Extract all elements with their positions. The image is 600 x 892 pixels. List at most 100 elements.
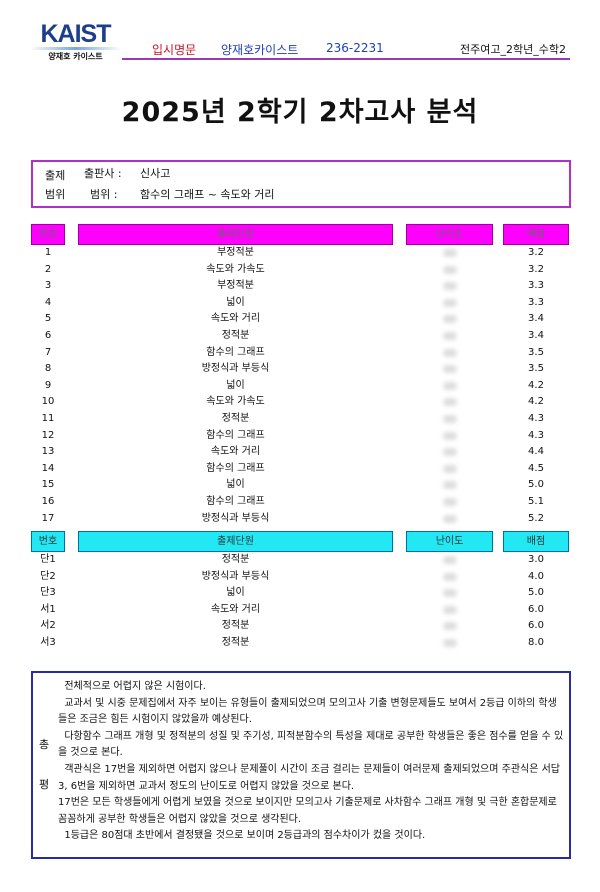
table-row: 서2 정적분 6.0: [31, 618, 569, 634]
points: 4.2: [528, 396, 544, 408]
difficulty-redacted: [406, 494, 493, 512]
table-header-cell: 출제단원: [78, 224, 393, 245]
difficulty-redacted: [406, 378, 493, 396]
difficulty-redacted: [406, 552, 493, 570]
table-row: 6 정적분 3.4: [31, 328, 569, 344]
points: 6.0: [528, 620, 544, 632]
doc-label: 전주여고_2학년_수학2: [460, 43, 566, 56]
unit-name: 함수의 그래프: [206, 462, 265, 474]
difficulty-redacted: [406, 635, 493, 653]
table-row: 단1 정적분 3.0: [31, 552, 569, 568]
unit-name: 부정적분: [217, 280, 254, 292]
range-label: 범위 :: [90, 188, 118, 201]
table-row: 2 속도와 가속도 3.2: [31, 262, 569, 278]
unit-name: 함수의 그래프: [206, 429, 265, 441]
question-number: 단3: [40, 587, 56, 599]
difficulty-redacted: [406, 345, 493, 363]
unit-name: 함수의 그래프: [206, 496, 265, 507]
question-number: 11: [41, 413, 55, 424]
points: 3.5: [528, 363, 544, 375]
blurred-mark: [442, 464, 457, 473]
table-row: 단2 방정식과 부등식 4.0: [31, 569, 569, 585]
points: 3.5: [528, 346, 544, 358]
table-row: 4 넓이 3.3: [31, 295, 569, 311]
points: 4.5: [528, 462, 544, 474]
points: 4.3: [528, 429, 544, 441]
points: 3.0: [528, 554, 544, 565]
points: 3.3: [528, 280, 544, 292]
question-number: 4: [44, 296, 52, 308]
exam-info-box: 출제 범위 출판사 : 신사고 범위 : 함수의 그래프 ~ 속도와 거리: [31, 160, 571, 208]
question-number: 12: [41, 429, 55, 441]
range-value: 함수의 그래프 ~ 속도와 거리: [140, 188, 275, 201]
unit-name: 정적분: [221, 413, 250, 424]
brand-slogan: 입시명문: [152, 43, 197, 57]
table-row: 8 방정식과 부등식 3.5: [31, 361, 569, 377]
blurred-mark: [442, 315, 457, 324]
question-number: 15: [41, 479, 55, 491]
table-row: 17 방정식과 부등식 5.2: [31, 511, 569, 527]
question-number: 단2: [40, 570, 56, 582]
difficulty-redacted: [406, 461, 493, 479]
table-row: 15 넓이 5.0: [31, 477, 569, 493]
blurred-mark: [442, 639, 457, 647]
unit-name: 넓이: [226, 479, 245, 491]
table-header-cell: 난이도: [406, 224, 493, 245]
points: 5.1: [528, 496, 544, 507]
difficulty-redacted: [406, 618, 493, 636]
difficulty-redacted: [406, 295, 493, 313]
difficulty-redacted: [406, 428, 493, 446]
question-number: 단1: [40, 554, 56, 565]
question-number: 17: [41, 512, 55, 524]
table-row: 5 속도와 거리 3.4: [31, 311, 569, 327]
unit-name: 부정적분: [217, 247, 254, 258]
unit-name: 방정식과 부등식: [201, 363, 270, 375]
question-number: 14: [41, 462, 55, 474]
info-label: 출제: [45, 169, 66, 182]
header-divider: [122, 58, 570, 60]
table-row: 7 함수의 그래프 3.5: [31, 345, 569, 361]
unit-name: 속도와 거리: [210, 313, 261, 325]
review-label: 총: [39, 738, 50, 751]
blurred-mark: [442, 381, 457, 390]
publisher-value: 신사고: [140, 167, 171, 180]
blurred-mark: [442, 348, 457, 357]
blurred-mark: [442, 415, 457, 423]
unit-name: 방정식과 부등식: [201, 570, 270, 582]
logo-swoosh: [30, 47, 121, 50]
unit-name: 속도와 가속도: [206, 396, 265, 408]
question-number: 8: [44, 363, 52, 375]
publisher-label: 출판사 :: [84, 167, 122, 180]
points: 3.2: [528, 263, 544, 275]
table-row: 1 부정적분 3.2: [31, 245, 569, 261]
table-row: 서3 정적분 8.0: [31, 635, 569, 651]
review-paragraph: 1등급은 80점대 초반에서 결정됐을 것으로 보이며 2등급과의 점수차이가 …: [58, 830, 426, 842]
question-number: 1: [44, 247, 52, 258]
points: 3.3: [528, 296, 544, 308]
table-header-cell: 출제단원: [78, 531, 393, 552]
points: 3.2: [528, 247, 544, 258]
unit-name: 넓이: [226, 587, 245, 599]
table-header-cell: 배점: [503, 531, 569, 552]
unit-name: 함수의 그래프: [206, 346, 265, 358]
blurred-mark: [442, 365, 457, 374]
blurred-mark: [442, 431, 457, 440]
table-header-cell: 배점: [503, 224, 569, 245]
question-number: 6: [44, 330, 52, 341]
blurred-mark: [442, 298, 457, 307]
difficulty-redacted: [406, 328, 493, 346]
unit-name: 속도와 거리: [210, 603, 261, 615]
question-number: 서3: [40, 637, 56, 648]
unit-name: 정적분: [221, 330, 250, 341]
difficulty-redacted: [406, 444, 493, 462]
logo-text: KAIST: [40, 20, 112, 48]
unit-name: 정적분: [221, 554, 250, 565]
points: 4.3: [528, 413, 544, 424]
points: 8.0: [528, 637, 544, 648]
blurred-mark: [442, 332, 457, 340]
question-number: 7: [44, 346, 52, 358]
table-row: 단3 넓이 5.0: [31, 585, 569, 601]
blurred-mark: [442, 481, 457, 490]
review-paragraph: 17번은 모든 학생들에게 어렵게 보였을 것으로 보이지만 모의고사 기출문제…: [58, 797, 561, 825]
